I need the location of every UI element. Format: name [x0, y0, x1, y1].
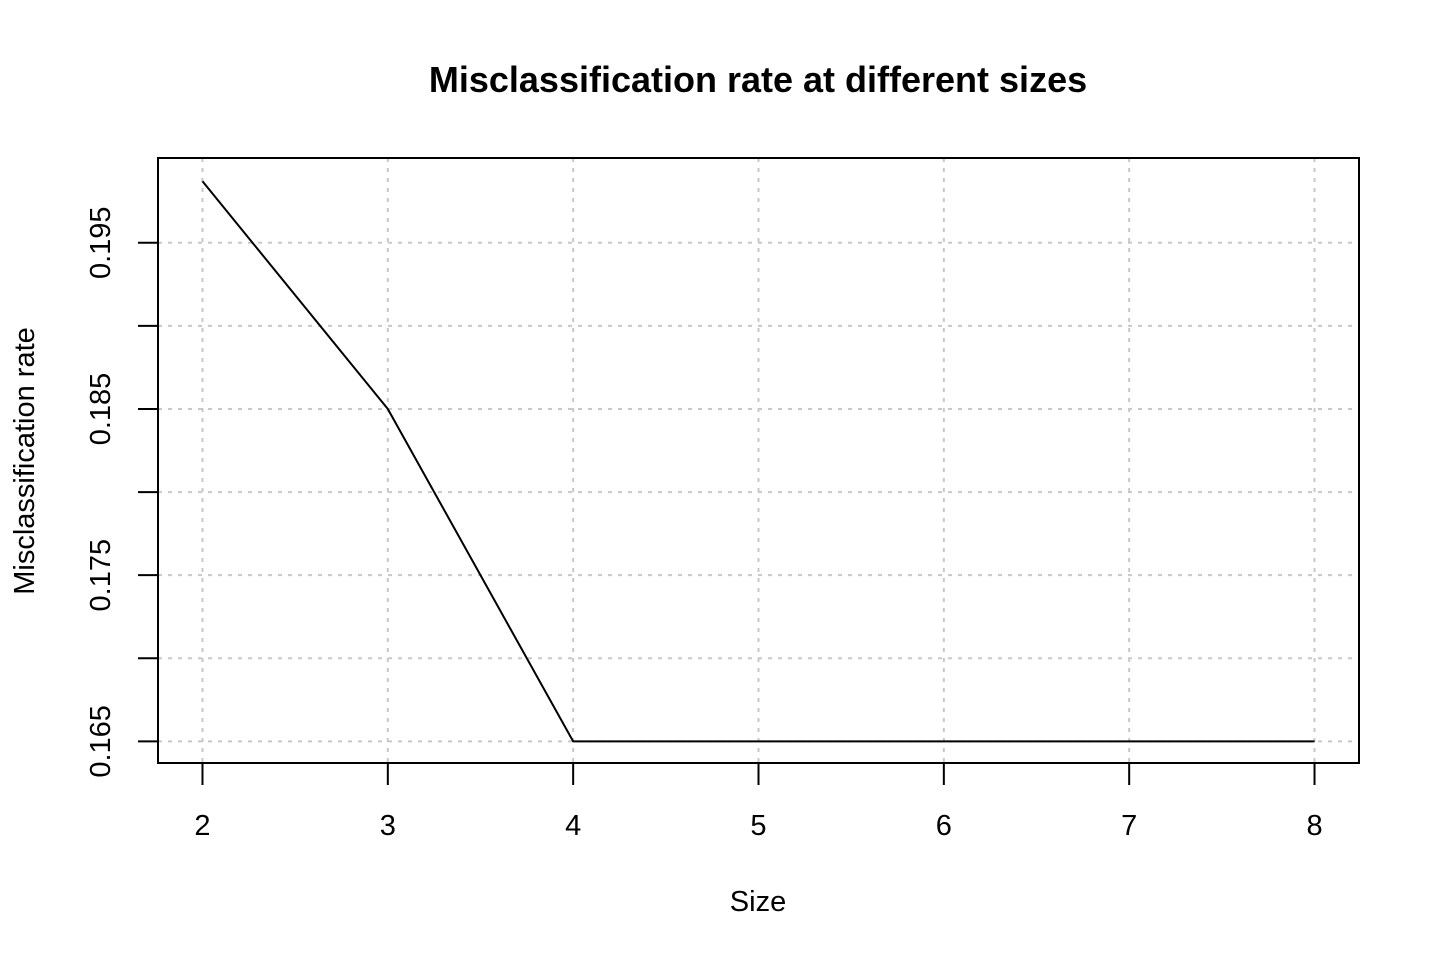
- x-tick-label-6: 8: [1306, 810, 1322, 842]
- x-tick-label-3: 5: [750, 810, 766, 842]
- y-axis: 0.165 0.175 0.185 0.195: [85, 158, 159, 778]
- y-tick-label-4: 0.185: [85, 373, 117, 446]
- x-axis: 2 3 4 5 6 7 8: [194, 763, 1323, 842]
- x-tick-label-1: 3: [380, 810, 396, 842]
- x-tick-label-2: 4: [565, 810, 581, 842]
- x-tick-label-0: 2: [194, 810, 210, 842]
- y-tick-label-6: 0.195: [85, 206, 117, 279]
- grid-layer: [158, 158, 1359, 763]
- y-tick-label-2: 0.175: [85, 539, 117, 612]
- y-axis-label: Misclassification rate: [9, 327, 41, 595]
- x-axis-label: Size: [730, 886, 786, 918]
- chart-title: Misclassification rate at different size…: [429, 59, 1087, 100]
- x-tick-label-5: 7: [1121, 810, 1137, 842]
- series-line-0: [201, 180, 1315, 743]
- x-tick-label-4: 6: [936, 810, 952, 842]
- series-layer: [201, 180, 1315, 743]
- y-tick-label-0: 0.165: [85, 705, 117, 778]
